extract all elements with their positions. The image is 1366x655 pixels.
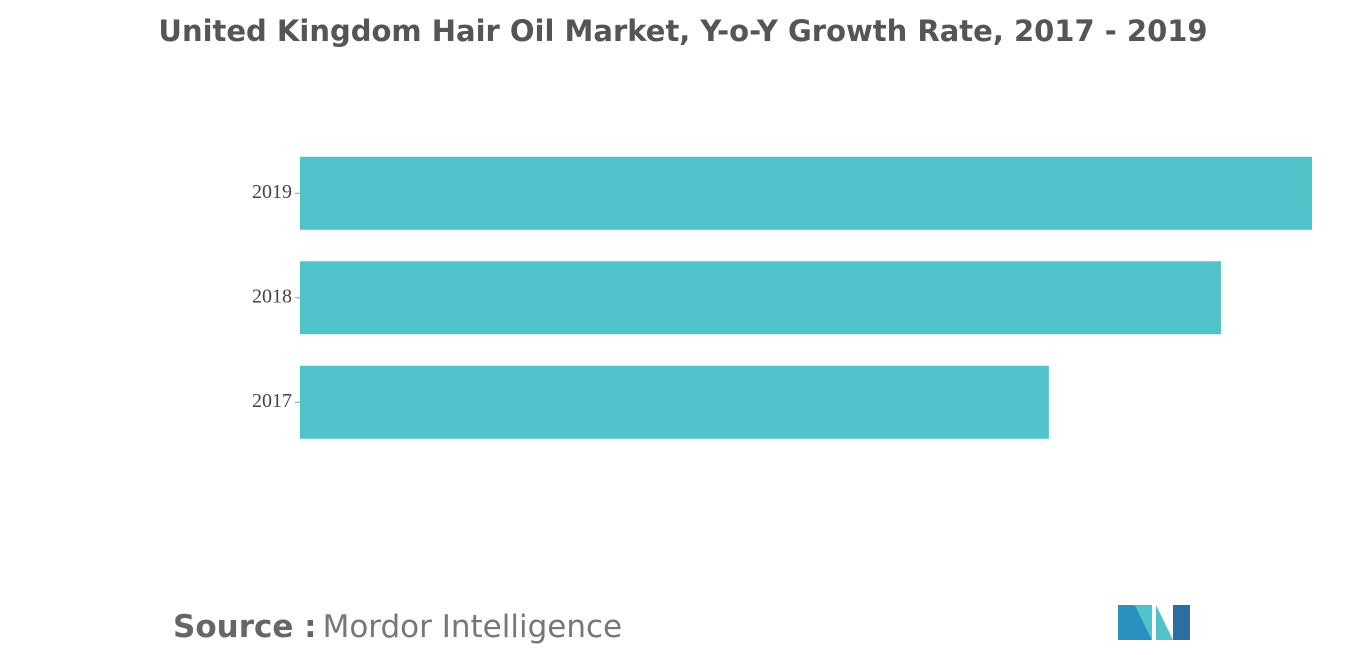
- source-label: Source :: [173, 609, 317, 645]
- chart-title: United Kingdom Hair Oil Market, Y-o-Y Gr…: [158, 14, 1207, 48]
- y-tick-label: 2017: [252, 390, 292, 412]
- source-name: Mordor Intelligence: [323, 609, 623, 645]
- source: Source : Mordor Intelligence: [173, 609, 622, 645]
- logo: [1118, 605, 1190, 640]
- bar: [300, 156, 1312, 230]
- y-tick-label: 2019: [252, 181, 292, 203]
- y-tick-label: 2018: [252, 285, 292, 307]
- bar: [300, 261, 1221, 335]
- bar: [300, 365, 1049, 439]
